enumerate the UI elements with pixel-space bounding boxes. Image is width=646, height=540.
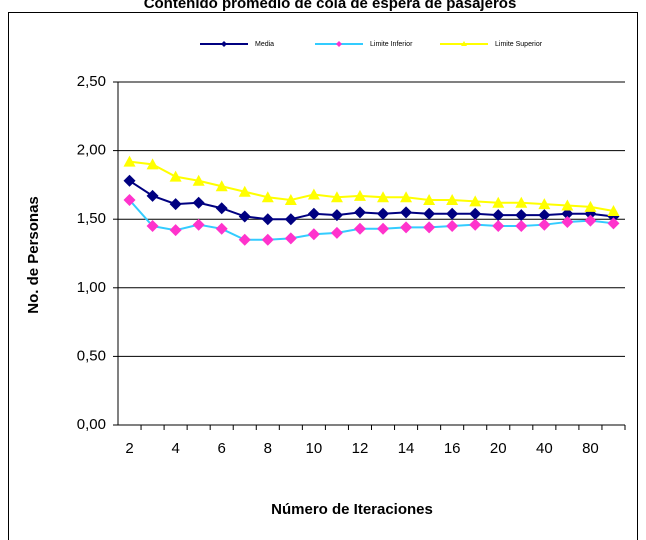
marker (261, 233, 274, 246)
series-line (129, 160, 614, 212)
legend-label: Limite Superior (495, 41, 543, 48)
y-tick-label: 0,50 (77, 347, 106, 364)
marker (561, 207, 574, 220)
marker (515, 220, 528, 233)
marker (261, 213, 274, 226)
marker (146, 220, 159, 233)
marker (446, 193, 459, 205)
marker (538, 198, 551, 210)
marker (238, 210, 251, 223)
x-tick-label: 20 (490, 440, 507, 457)
marker (607, 204, 620, 216)
marker (307, 188, 320, 200)
x-tick-label: 4 (171, 440, 179, 457)
marker (284, 232, 297, 245)
marker (284, 213, 297, 226)
legend-marker (336, 41, 342, 47)
marker (492, 220, 505, 233)
marker (192, 196, 205, 209)
marker (307, 207, 320, 220)
marker (215, 202, 228, 215)
marker (192, 218, 205, 231)
marker (146, 189, 159, 202)
marker (307, 228, 320, 241)
x-tick-label: 14 (398, 440, 415, 457)
y-tick-label: 1,00 (77, 279, 106, 296)
marker (515, 209, 528, 222)
x-tick-label: 80 (582, 440, 599, 457)
marker (353, 189, 366, 201)
marker (515, 196, 528, 208)
y-tick-label: 2,00 (77, 142, 106, 159)
marker (538, 218, 551, 231)
marker (215, 222, 228, 235)
marker (330, 191, 343, 203)
marker (423, 207, 436, 220)
y-tick-label: 1,50 (77, 210, 106, 227)
marker (469, 207, 482, 220)
marker (607, 217, 620, 230)
x-tick-label: 6 (218, 440, 226, 457)
series-line (128, 179, 614, 221)
marker (423, 193, 436, 205)
marker (330, 209, 343, 222)
legend-marker (221, 41, 227, 47)
marker (123, 174, 136, 187)
marker (238, 233, 251, 246)
marker (192, 174, 205, 186)
x-tick-label: 16 (444, 440, 461, 457)
marker (238, 185, 251, 197)
marker (377, 222, 390, 235)
marker (561, 199, 574, 211)
marker (446, 207, 459, 220)
marker (353, 222, 366, 235)
marker (169, 170, 182, 182)
series-line (128, 199, 614, 241)
marker (353, 206, 366, 219)
y-tick-label: 2,50 (77, 73, 106, 90)
marker (492, 209, 505, 222)
marker (584, 200, 597, 212)
marker (584, 214, 597, 227)
legend-marker (461, 41, 467, 46)
marker (284, 193, 297, 205)
marker (261, 191, 274, 203)
y-axis-label: No. de Personas (25, 196, 42, 314)
legend-label: Limite Inferior (370, 41, 413, 48)
x-tick-label: 40 (536, 440, 553, 457)
x-axis-label: Número de Iteraciones (271, 501, 433, 518)
marker (561, 215, 574, 228)
marker (330, 226, 343, 239)
marker (377, 191, 390, 203)
chart-title: Contenido promedio de cola de espera de … (144, 0, 517, 12)
marker (169, 224, 182, 237)
marker (446, 220, 459, 233)
marker (123, 193, 136, 206)
x-tick-label: 8 (264, 440, 272, 457)
legend-label: Media (255, 41, 274, 48)
marker (169, 198, 182, 211)
marker (469, 218, 482, 231)
marker (146, 158, 159, 170)
marker (469, 195, 482, 207)
marker (423, 221, 436, 234)
x-tick-label: 10 (306, 440, 323, 457)
marker (400, 206, 413, 219)
marker (400, 191, 413, 203)
x-tick-label: 12 (352, 440, 369, 457)
marker (215, 180, 228, 192)
marker (492, 196, 505, 208)
x-tick-label: 2 (125, 440, 133, 457)
marker (538, 209, 551, 222)
marker (123, 155, 136, 167)
marker (377, 207, 390, 220)
marker (400, 221, 413, 234)
frame (8, 12, 638, 540)
y-tick-label: 0,00 (77, 416, 106, 433)
